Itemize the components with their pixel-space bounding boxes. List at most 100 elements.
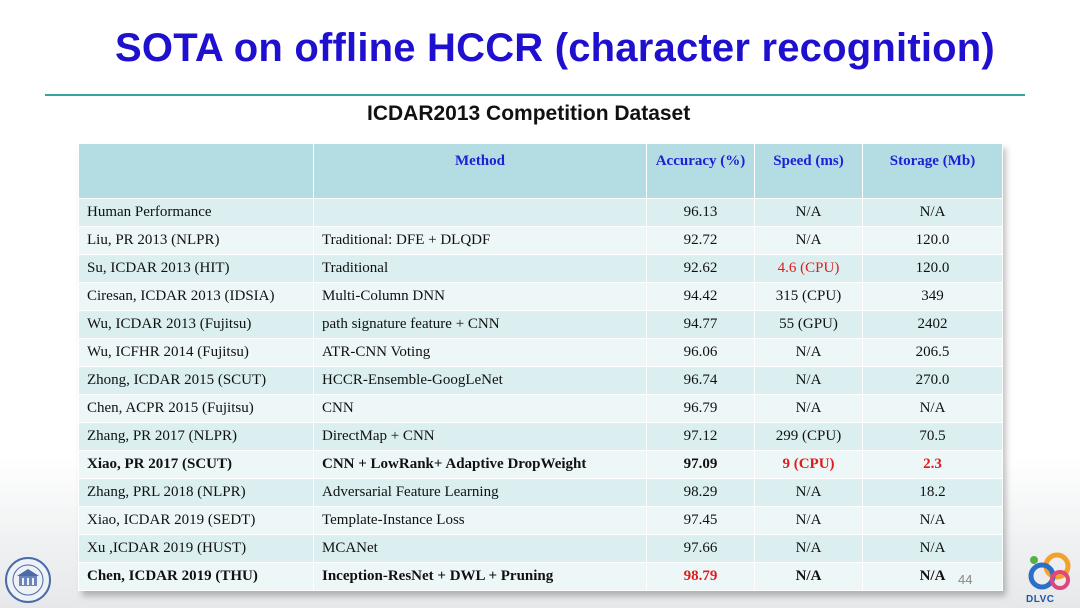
storage-cell: N/A [862,394,1003,423]
accuracy-cell: 92.62 [646,254,755,283]
speed-cell: 4.6 (CPU) [754,254,863,283]
accuracy-cell: 94.42 [646,282,755,311]
table-row: Zhang, PR 2017 (NLPR) DirectMap + CNN 97.1… [78,422,1003,451]
accuracy-cell: 92.72 [646,226,755,255]
speed-cell: N/A [754,478,863,507]
page-number: 44 [958,572,973,587]
reference-cell: Zhang, PR 2017 (NLPR) [78,422,314,451]
table-row: Zhang, PRL 2018 (NLPR) Adversarial Featur… [78,478,1003,507]
method-cell: Inception-ResNet + DWL + Pruning [313,562,647,591]
table-row: Xu ,ICDAR 2019 (HUST) MCANet 97.66 N/A N/A [78,534,1003,563]
method-cell: DirectMap + CNN [313,422,647,451]
reference-cell: Xiao, ICDAR 2019 (SEDT) [78,506,314,535]
table-header-row: Method Accuracy (%) Speed (ms) Storage (… [78,143,1003,199]
header-storage: Storage (Mb) [862,143,1003,199]
accuracy-cell: 94.77 [646,310,755,339]
storage-cell: 18.2 [862,478,1003,507]
reference-cell: Su, ICDAR 2013 (HIT) [78,254,314,283]
method-cell: CNN [313,394,647,423]
speed-cell: N/A [754,338,863,367]
reference-cell: Chen, ICDAR 2019 (THU) [78,562,314,591]
accuracy-cell: 97.45 [646,506,755,535]
accuracy-cell: 98.79 [646,562,755,591]
header-accuracy: Accuracy (%) [646,143,755,199]
storage-cell: 120.0 [862,226,1003,255]
table-row: Ciresan, ICDAR 2013 (IDSIA) Multi-Column … [78,282,1003,311]
header-reference [78,143,314,199]
method-cell [313,198,647,227]
speed-cell: N/A [754,198,863,227]
speed-cell: 9 (CPU) [754,450,863,479]
results-table: Method Accuracy (%) Speed (ms) Storage (… [78,143,1003,591]
method-cell: MCANet [313,534,647,563]
speed-cell: N/A [754,562,863,591]
storage-cell: 2.3 [862,450,1003,479]
header-speed: Speed (ms) [754,143,863,199]
slide-title: SOTA on offline HCCR (character recognit… [115,26,995,70]
storage-cell: 2402 [862,310,1003,339]
speed-cell: N/A [754,366,863,395]
reference-cell: Chen, ACPR 2015 (Fujitsu) [78,394,314,423]
speed-cell: 55 (GPU) [754,310,863,339]
accuracy-cell: 96.13 [646,198,755,227]
table-row: Su, ICDAR 2013 (HIT) Traditional 92.62 4.6 … [78,254,1003,283]
table-row: Xiao, ICDAR 2019 (SEDT) Template-Instance… [78,506,1003,535]
table-row: Human Performance 96.13 N/A N/A [78,198,1003,227]
storage-cell: 206.5 [862,338,1003,367]
university-seal-logo [5,557,51,603]
method-cell: CNN + LowRank+ Adaptive DropWeight [313,450,647,479]
header-method: Method [313,143,647,199]
reference-cell: Human Performance [78,198,314,227]
reference-cell: Wu, ICFHR 2014 (Fujitsu) [78,338,314,367]
storage-cell: 349 [862,282,1003,311]
header-accuracy-label: Accuracy (%) [655,153,746,169]
table-row: Wu, ICFHR 2014 (Fujitsu) ATR-CNN Voting 96… [78,338,1003,367]
speed-cell: N/A [754,394,863,423]
dlvc-logo-text: DLVC [1026,594,1055,605]
table-caption: ICDAR2013 Competition Dataset [367,102,691,125]
accuracy-cell: 97.09 [646,450,755,479]
reference-cell: Xiao, PR 2017 (SCUT) [78,450,314,479]
method-cell: path signature feature + CNN [313,310,647,339]
method-cell: Traditional: DFE + DLQDF [313,226,647,255]
table-row: Wu, ICDAR 2013 (Fujitsu) path signature f… [78,310,1003,339]
accuracy-cell: 97.12 [646,422,755,451]
accuracy-cell: 96.79 [646,394,755,423]
speed-cell: 315 (CPU) [754,282,863,311]
accuracy-cell: 96.74 [646,366,755,395]
speed-cell: 299 (CPU) [754,422,863,451]
table-row: Liu, PR 2013 (NLPR) Traditional: DFE + DL… [78,226,1003,255]
storage-cell: 270.0 [862,366,1003,395]
method-cell: ATR-CNN Voting [313,338,647,367]
title-divider [45,94,1025,96]
method-cell: Template-Instance Loss [313,506,647,535]
speed-cell: N/A [754,506,863,535]
reference-cell: Wu, ICDAR 2013 (Fujitsu) [78,310,314,339]
table-body: Human Performance 96.13 N/A N/A Liu, PR 2013… [78,198,1003,591]
storage-cell: N/A [862,506,1003,535]
storage-cell: N/A [862,198,1003,227]
storage-cell: 70.5 [862,422,1003,451]
speed-cell: N/A [754,534,863,563]
table-row: Xiao, PR 2017 (SCUT) CNN + LowRank+ Adapt… [78,450,1003,479]
table-row: Chen, ACPR 2015 (Fujitsu) CNN 96.79 N/A N/A [78,394,1003,423]
reference-cell: Liu, PR 2013 (NLPR) [78,226,314,255]
reference-cell: Zhang, PRL 2018 (NLPR) [78,478,314,507]
storage-cell: 120.0 [862,254,1003,283]
method-cell: Adversarial Feature Learning [313,478,647,507]
dlvc-logo [1028,552,1071,590]
reference-cell: Ciresan, ICDAR 2013 (IDSIA) [78,282,314,311]
accuracy-cell: 97.66 [646,534,755,563]
table-row: Chen, ICDAR 2019 (THU) Inception-ResNet +… [78,562,1003,591]
method-cell: Multi-Column DNN [313,282,647,311]
results-table-container: Method Accuracy (%) Speed (ms) Storage (… [78,143,1003,591]
storage-cell: N/A [862,562,1003,591]
accuracy-cell: 98.29 [646,478,755,507]
reference-cell: Zhong, ICDAR 2015 (SCUT) [78,366,314,395]
storage-cell: N/A [862,534,1003,563]
accuracy-cell: 96.06 [646,338,755,367]
reference-cell: Xu ,ICDAR 2019 (HUST) [78,534,314,563]
table-row: Zhong, ICDAR 2015 (SCUT) HCCR-Ensemble-Go… [78,366,1003,395]
speed-cell: N/A [754,226,863,255]
method-cell: HCCR-Ensemble-GoogLeNet [313,366,647,395]
